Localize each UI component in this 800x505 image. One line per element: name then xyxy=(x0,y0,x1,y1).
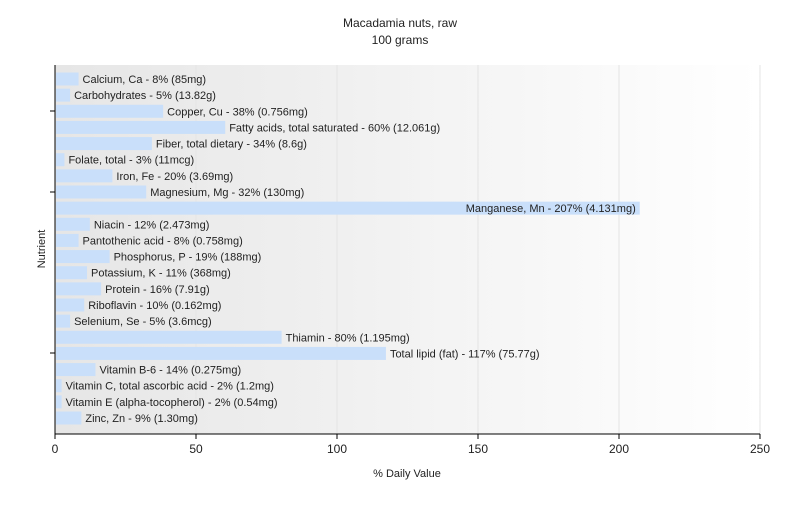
bar xyxy=(56,169,113,183)
bar-label: Manganese, Mn - 207% (4.131mg) xyxy=(466,203,636,215)
y-axis-label: Nutrient xyxy=(36,230,48,269)
bar-label: Calcium, Ca - 8% (85mg) xyxy=(83,74,206,86)
bar xyxy=(56,217,90,231)
bar-label: Vitamin C, total ascorbic acid - 2% (1.2… xyxy=(66,381,274,393)
x-tick-label: 150 xyxy=(468,442,488,456)
bar-label: Selenium, Se - 5% (3.6mcg) xyxy=(74,316,212,328)
bar-label: Iron, Fe - 20% (3.69mg) xyxy=(116,171,233,183)
bar-label: Folate, total - 3% (11mcg) xyxy=(68,155,194,167)
bar xyxy=(56,314,71,328)
bar-label: Thiamin - 80% (1.195mg) xyxy=(286,332,410,344)
plot-area xyxy=(55,65,760,434)
bar xyxy=(56,330,282,344)
bars-group xyxy=(56,72,640,425)
bar xyxy=(56,185,147,199)
x-tick-label: 200 xyxy=(609,442,629,456)
bar-labels-group: Calcium, Ca - 8% (85mg) Carbohydrates - 5… xyxy=(66,74,636,425)
bar-label: Niacin - 12% (2.473mg) xyxy=(94,219,210,231)
bar-label: Protein - 16% (7.91g) xyxy=(105,284,210,296)
bar xyxy=(56,88,71,102)
x-tick-label: 0 xyxy=(52,442,59,456)
bar xyxy=(56,153,65,167)
x-tick-label: 250 xyxy=(750,442,770,456)
chart-subtitle: 100 grams xyxy=(372,33,429,47)
bar-label: Vitamin B-6 - 14% (0.275mg) xyxy=(99,365,241,377)
chart-title: Macadamia nuts, raw xyxy=(343,16,457,30)
x-tick-label: 50 xyxy=(189,442,203,456)
bar-label: Pantothenic acid - 8% (0.758mg) xyxy=(83,235,243,247)
bar xyxy=(56,379,62,393)
bar xyxy=(56,411,82,425)
bar-label: Riboflavin - 10% (0.162mg) xyxy=(88,300,221,312)
bar xyxy=(56,266,88,280)
bar-label: Fatty acids, total saturated - 60% (12.0… xyxy=(229,122,440,134)
bar xyxy=(56,282,102,296)
bar-label: Total lipid (fat) - 117% (75.77g) xyxy=(390,348,540,360)
x-tick-label: 100 xyxy=(327,442,347,456)
bar xyxy=(56,363,96,377)
bar-label: Zinc, Zn - 9% (1.30mg) xyxy=(85,413,197,425)
bar xyxy=(56,298,85,312)
y-axis-ticks xyxy=(50,110,55,354)
bar-label: Copper, Cu - 38% (0.756mg) xyxy=(167,106,308,118)
bar xyxy=(56,250,110,264)
bar-label: Vitamin E (alpha-tocopherol) - 2% (0.54m… xyxy=(66,397,278,409)
bar-label: Fiber, total dietary - 34% (8.6g) xyxy=(156,139,307,151)
bar xyxy=(56,233,79,247)
bar xyxy=(56,395,62,409)
bar-label: Phosphorus, P - 19% (188mg) xyxy=(114,252,262,264)
bar xyxy=(56,346,386,360)
bar xyxy=(56,72,79,86)
bar xyxy=(56,137,152,151)
bar xyxy=(56,120,226,134)
bar-label: Potassium, K - 11% (368mg) xyxy=(91,268,231,280)
bar-label: Magnesium, Mg - 32% (130mg) xyxy=(150,187,304,199)
bar-label: Carbohydrates - 5% (13.82g) xyxy=(74,90,216,102)
gridlines xyxy=(195,65,761,434)
bar xyxy=(56,201,640,215)
x-axis-ticks: 0 50 100 150 200 250 xyxy=(52,434,770,456)
bar xyxy=(56,104,164,118)
x-axis-label: % Daily Value xyxy=(373,468,441,480)
